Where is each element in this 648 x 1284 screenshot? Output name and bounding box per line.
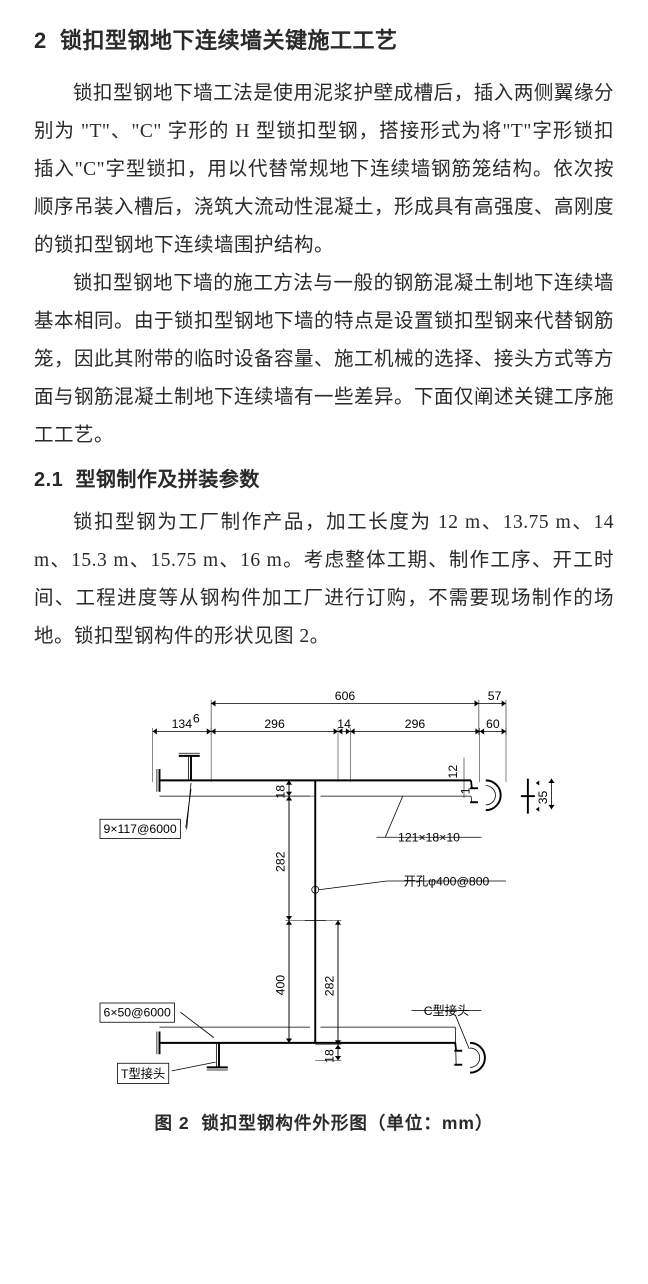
- section-heading: 2 锁扣型钢地下连续墙关键施工工艺: [34, 20, 614, 63]
- section-title: 锁扣型钢地下连续墙关键施工工艺: [60, 28, 398, 53]
- svg-text:400: 400: [274, 975, 288, 996]
- svg-text:121×18×10: 121×18×10: [398, 831, 460, 845]
- svg-text:6×50@6000: 6×50@6000: [104, 1006, 171, 1020]
- svg-text:296: 296: [405, 717, 426, 731]
- svg-text:开孔φ400@800: 开孔φ400@800: [404, 874, 490, 888]
- svg-text:134: 134: [172, 717, 193, 731]
- paragraph-1: 锁扣型钢地下墙工法是使用泥浆护壁成槽后，插入两侧翼缘分别为 "T"、"C" 字形…: [34, 75, 614, 265]
- paragraph-2: 锁扣型钢地下墙的施工方法与一般的钢筋混凝土制地下连续墙基本相同。由于锁扣型钢地下…: [34, 265, 614, 455]
- svg-text:282: 282: [274, 851, 288, 872]
- svg-text:296: 296: [264, 717, 285, 731]
- svg-text:57: 57: [488, 689, 502, 703]
- subsection-heading: 2.1 型钢制作及拼装参数: [34, 461, 614, 500]
- svg-text:35: 35: [536, 791, 550, 805]
- svg-text:1: 1: [458, 787, 472, 794]
- svg-text:18: 18: [274, 785, 288, 799]
- svg-text:14: 14: [337, 717, 351, 731]
- svg-text:18: 18: [323, 1049, 337, 1063]
- svg-text:12: 12: [446, 765, 460, 779]
- svg-text:60: 60: [486, 717, 500, 731]
- svg-text:6: 6: [193, 712, 200, 726]
- svg-text:606: 606: [335, 689, 356, 703]
- paragraph-3: 锁扣型钢为工厂制作产品，加工长度为 12 m、13.75 m、14 m、15.3…: [34, 504, 614, 656]
- figure-caption: 图 2 锁扣型钢构件外形图（单位：mm）: [34, 1106, 614, 1140]
- figure-2: 60657134296142966063518282400282181219×1…: [34, 666, 614, 1140]
- beam-diagram-svg: 60657134296142966063518282400282181219×1…: [79, 666, 569, 1096]
- svg-text:282: 282: [323, 976, 337, 997]
- svg-text:T型接头: T型接头: [121, 1066, 165, 1081]
- subsection-number: 2.1: [34, 469, 63, 491]
- subsection-title: 型钢制作及拼装参数: [75, 469, 260, 491]
- svg-text:9×117@6000: 9×117@6000: [104, 822, 177, 836]
- section-number: 2: [34, 28, 47, 53]
